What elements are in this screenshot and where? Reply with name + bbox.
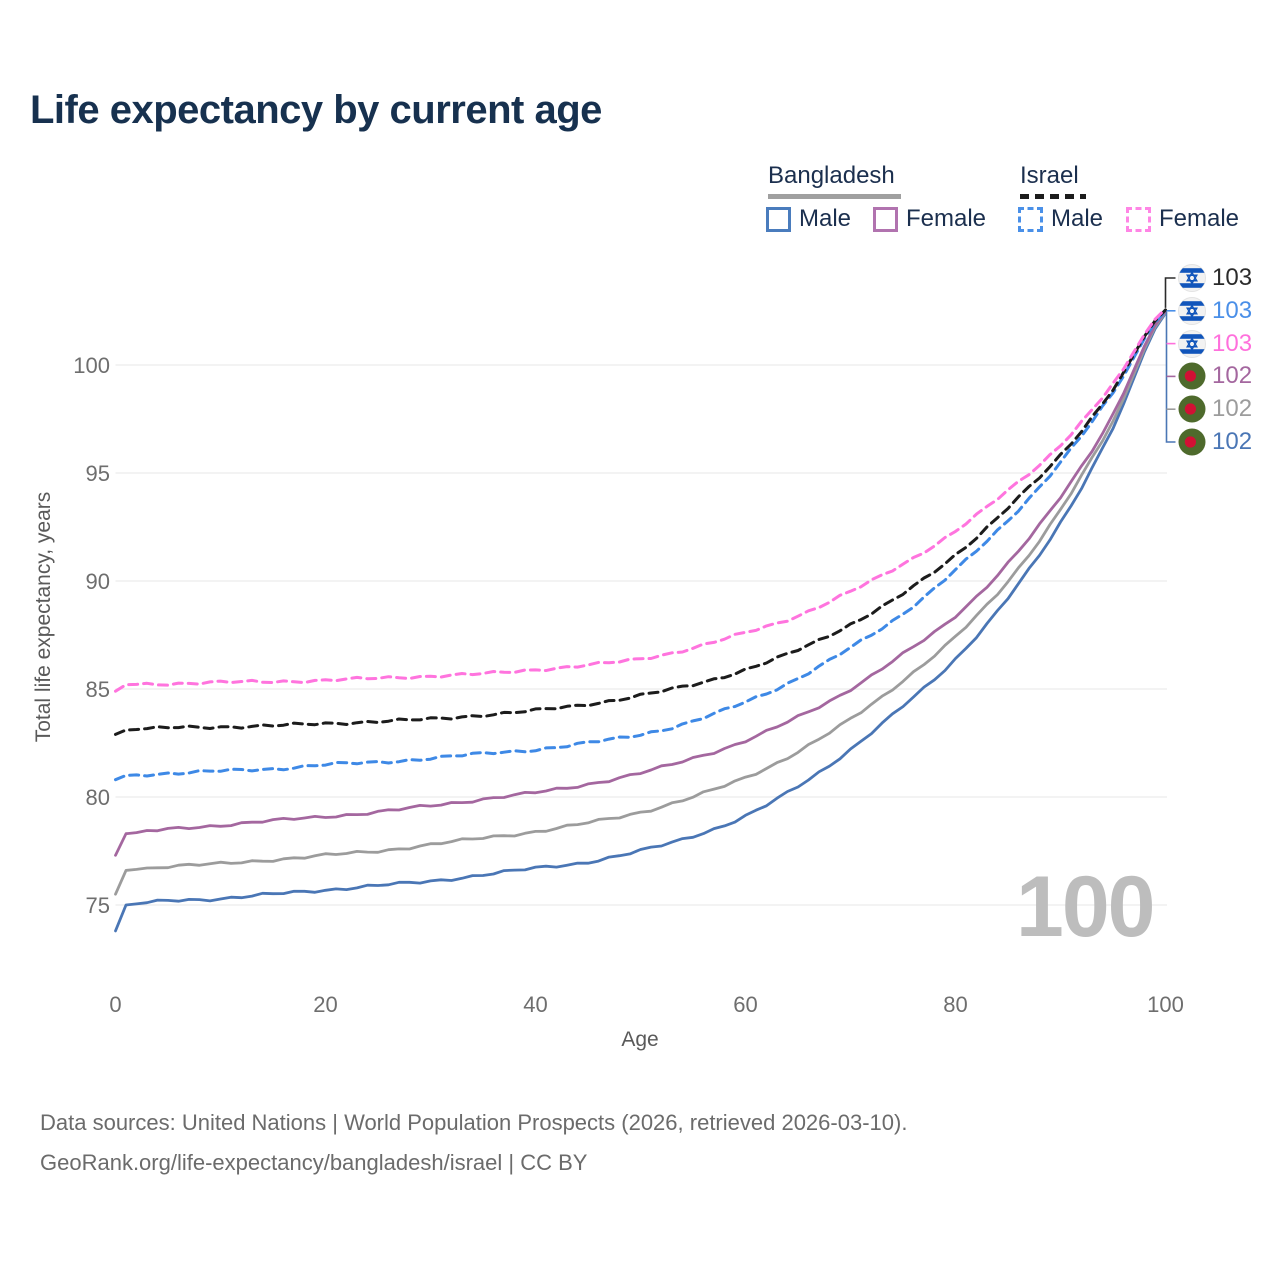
series-line-israel-total [114,308,1167,736]
end-value-label: 102 [1212,362,1253,390]
end-value-label: 103 [1212,296,1253,324]
legend-item-israel-female[interactable]: Female [1126,205,1239,233]
age-watermark: 100 [1016,859,1155,955]
data-sources-text: Data sources: United Nations | World Pop… [40,1110,908,1135]
israel-flag [1178,264,1206,292]
legend-swatch-solid-purple [873,206,898,232]
legend-item-bangladesh-female[interactable]: Female [873,205,986,233]
series-line-bangladesh-total [114,310,1167,896]
legend-swatch-dashed-blue [1018,206,1043,232]
attribution-link-text[interactable]: GeoRank.org/life-expectancy/bangladesh/i… [40,1150,588,1175]
legend-group-bangladesh: Bangladesh [768,162,901,199]
bangladesh-flag [1178,362,1206,390]
legend-group-title: Israel [1020,162,1079,189]
bangladesh-flag [1178,395,1206,423]
leader-line-israel-total [1164,277,1176,308]
israel-flag [1178,329,1206,358]
bangladesh-flag-icon [1178,395,1206,423]
end-value-label: 102 [1212,395,1253,423]
end-value-label: 103 [1212,264,1253,291]
x-tick-label: 100 [1147,992,1184,1017]
series-line-israel-male [114,309,1167,782]
legend-item-label: Female [906,205,987,232]
end-value-label: 102 [1212,428,1253,455]
israel-flag-icon [1178,329,1206,358]
series-line-bangladesh-male [114,311,1167,933]
y-tick-label: 80 [86,785,110,810]
bangladesh-flag-icon [1178,428,1206,456]
legend-item-label: Female [1159,205,1240,232]
y-tick-label: 90 [86,569,110,594]
x-tick-label: 80 [943,992,967,1017]
bangladesh-flag-icon [1178,362,1206,390]
page-title: Life expectancy by current age [30,88,602,132]
series-line-bangladesh-female [114,309,1167,857]
leader-line-bangladesh-male [1165,311,1176,443]
y-tick-label: 75 [86,893,110,918]
legend-swatch-dashed-pink [1126,206,1151,232]
israel-flag-icon [1178,264,1206,292]
legend-item-label: Male [1051,205,1104,232]
legend-item-israel-male[interactable]: Male [1018,205,1103,233]
legend-line-sample-dashed [1020,194,1086,199]
israel-flag-icon [1178,296,1206,325]
x-tick-label: 40 [523,992,547,1017]
legend-group-title: Bangladesh [768,162,895,189]
y-tick-label: 100 [73,353,110,378]
series-line-israel-female [114,307,1167,693]
legend-group-israel: Israel [1020,162,1086,199]
legend-item-label: Male [799,205,852,232]
y-tick-label: 85 [86,677,110,702]
y-tick-label: 95 [86,461,110,486]
x-tick-label: 20 [313,992,337,1017]
bangladesh-flag [1178,428,1206,456]
legend-item-bangladesh-male[interactable]: Male [766,205,851,233]
israel-flag [1178,296,1206,325]
x-tick-label: 60 [733,992,757,1017]
y-axis-title: Total life expectancy, years [32,491,55,743]
x-tick-label: 0 [109,992,121,1017]
legend-swatch-solid-blue [766,206,791,232]
x-axis-title: Age [621,1028,659,1051]
legend-line-sample-solid [768,194,901,199]
end-value-label: 103 [1212,329,1253,357]
